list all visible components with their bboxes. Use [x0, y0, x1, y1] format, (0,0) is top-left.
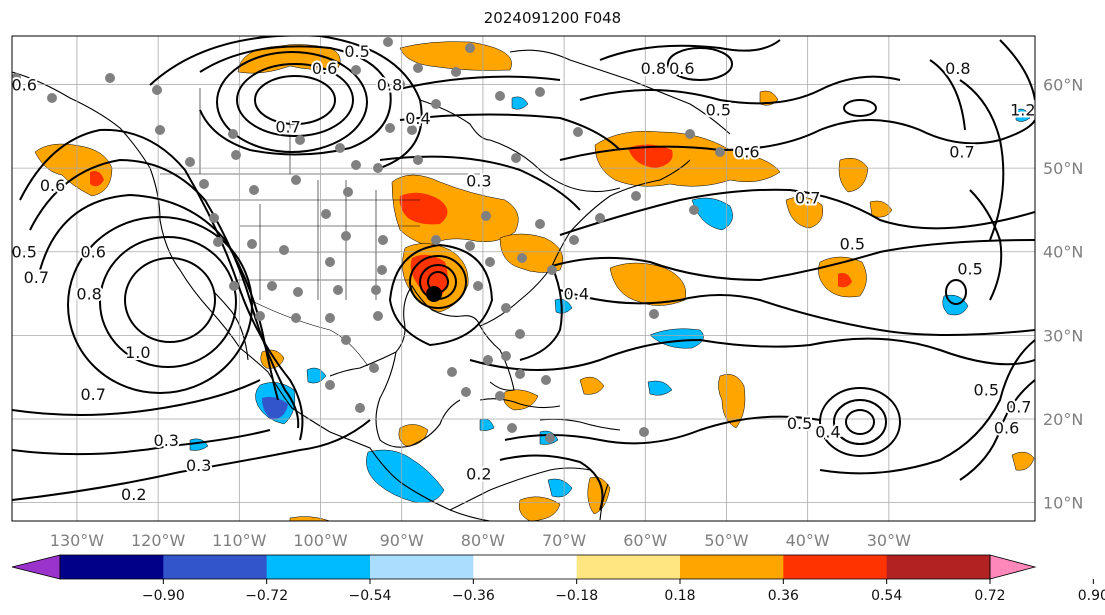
lon-tick-label: 70°W — [542, 531, 586, 550]
map-title: 2024091200 F048 — [483, 9, 622, 27]
contour-label: 1.0 — [125, 343, 150, 362]
contour-label: 0.6 — [80, 243, 105, 262]
lon-tick-label: 60°W — [623, 531, 667, 550]
contour-label: 0.3 — [186, 456, 211, 475]
gridlines — [12, 36, 1035, 521]
lat-tick-label: 60°N — [1043, 76, 1083, 95]
contour-label: 0.5 — [957, 259, 982, 278]
colorbar — [11, 554, 1037, 580]
contour-label: 0.5 — [11, 243, 36, 262]
contour-label: 0.6 — [312, 59, 337, 78]
colorbar-extend-high — [989, 554, 1037, 580]
contour-label: 0.5 — [706, 101, 731, 120]
contour-label: 0.5 — [787, 414, 812, 433]
contour-label: 0.8 — [76, 285, 101, 304]
colorbar-tick-label: 0.36 — [768, 588, 799, 604]
colorbar-tick-label: −0.54 — [349, 588, 392, 604]
lat-tick-label: 50°N — [1043, 159, 1083, 178]
lon-tick-label: 90°W — [380, 531, 424, 550]
contour-label: 0.7 — [80, 385, 105, 404]
contour-label: 0.8 — [945, 59, 970, 78]
contour-label: 0.7 — [24, 268, 49, 287]
contour-label: 0.3 — [154, 431, 179, 450]
contour-label: 0.7 — [1006, 397, 1031, 416]
contour-label: 0.2 — [466, 464, 491, 483]
storm-center-marker — [426, 286, 442, 302]
colorbar-segment — [163, 555, 268, 579]
contour-label: 0.4 — [564, 285, 589, 304]
lon-tick-label: 50°W — [704, 531, 748, 550]
contour-label: 0.3 — [466, 172, 491, 191]
colorbar-tick-label: −0.72 — [245, 588, 288, 604]
colorbar-tick-label: 0.54 — [871, 588, 902, 604]
colorbar-segment — [266, 555, 371, 579]
contour-label: 0.8 — [641, 59, 666, 78]
contour-label: 0.6 — [40, 176, 65, 195]
station-dots — [12, 37, 725, 443]
colorbar-tick-label: −0.18 — [555, 588, 598, 604]
colorbar-tick-label: 0.18 — [664, 588, 695, 604]
colorbar-extend-low — [11, 554, 61, 580]
contour-label: 1.2 — [1010, 101, 1035, 120]
colorbar-segment — [576, 555, 681, 579]
lon-tick-label: 40°W — [786, 531, 830, 550]
colorbar-segment — [473, 555, 578, 579]
lon-tick-label: 80°W — [461, 531, 505, 550]
lat-tick-label: 10°N — [1043, 494, 1083, 513]
contour-label: 0.7 — [949, 142, 974, 161]
lon-tick-label: 130°W — [50, 531, 105, 550]
contour-label: 0.5 — [974, 381, 999, 400]
lon-tick-label: 30°W — [867, 531, 911, 550]
colorbar-segment — [783, 555, 888, 579]
lon-tick-label: 120°W — [131, 531, 186, 550]
colorbar-frame — [59, 554, 991, 580]
contour-label: 0.5 — [344, 42, 369, 61]
contour-label: 0.5 — [840, 234, 865, 253]
contour-label: 0.6 — [734, 142, 759, 161]
map-frame — [11, 35, 1036, 522]
contour-label: 0.6 — [11, 76, 36, 95]
lat-tick-label: 40°N — [1043, 243, 1083, 262]
contour-label: 0.6 — [994, 418, 1019, 437]
contour-label: 0.6 — [669, 59, 694, 78]
latitude-ticks: 60°N 50°N 40°N 30°N 20°N 10°N — [1043, 76, 1083, 513]
contour-label: 0.8 — [377, 76, 402, 95]
colorbar-tick-label: −0.36 — [452, 588, 495, 604]
contour-label: 0.7 — [275, 117, 300, 136]
contour-label: 0.4 — [815, 423, 840, 442]
contour-label: 0.7 — [795, 188, 820, 207]
lat-tick-label: 20°N — [1043, 410, 1083, 429]
contour-label: 0.4 — [405, 109, 430, 128]
anomaly-shading — [34, 41, 1035, 521]
colorbar-tick-label: 0.90 — [1078, 588, 1105, 604]
colorbar-segment — [370, 555, 474, 579]
contour-label: 0.2 — [121, 485, 146, 504]
colorbar-segment — [680, 555, 784, 579]
colorbar-ticks: −0.90 −0.72 −0.54 −0.36 −0.18 0.18 0.36 0.54 0.7… — [142, 579, 1105, 604]
colorbar-segment — [60, 555, 164, 579]
colorbar-tick-label: −0.90 — [142, 588, 185, 604]
colorbar-tick-label: 0.72 — [974, 588, 1005, 604]
contour-labels: 0.6 0.5 0.8 0.7 0.4 0.3 0.6 0.6 0.6 0.5 0.7 0.8 1.0 0… — [11, 40, 1035, 506]
colorbar-segment — [886, 555, 991, 579]
lat-tick-label: 30°N — [1043, 326, 1083, 345]
lon-tick-label: 100°W — [293, 531, 348, 550]
longitude-ticks: 130°W 120°W 110°W 100°W 90°W 80°W 70°W 60°W 50°W… — [50, 531, 911, 550]
lon-tick-label: 110°W — [212, 531, 267, 550]
